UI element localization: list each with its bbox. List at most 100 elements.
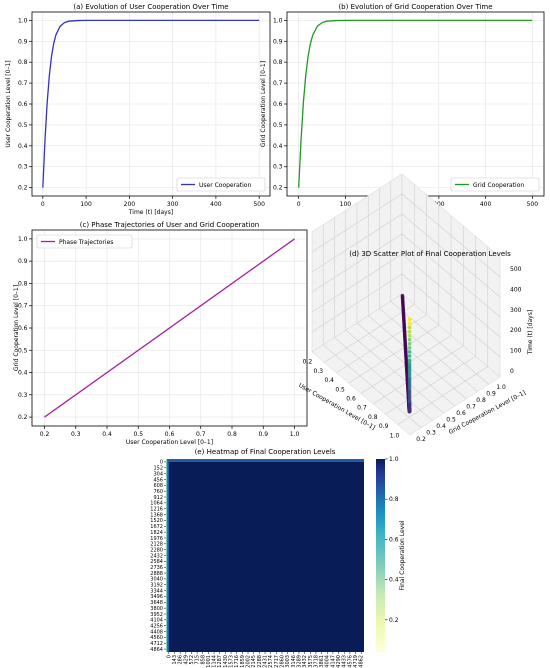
- row-tick-label: 4104: [150, 618, 163, 624]
- row-tick-label: 3040: [150, 577, 163, 583]
- wall-grid: [401, 273, 501, 358]
- y-tick-label: 0.8: [18, 280, 28, 287]
- chart-heatmap: (e) Heatmap of Final Cooperation Levels 0…: [150, 448, 406, 668]
- col-tick-label: 3575: [308, 655, 314, 668]
- col-tick-label: 1287: [217, 655, 223, 668]
- row-tick-label: 1216: [150, 507, 163, 513]
- x-tick-label: 0.3: [314, 368, 324, 375]
- legend-box: [450, 177, 540, 192]
- col-tick-label: 4004: [325, 655, 331, 668]
- x-tick-label: 0.5: [335, 386, 345, 393]
- col-tick-label: 429: [183, 655, 189, 665]
- y-tick-label: 0.6: [18, 325, 28, 332]
- scatter-point: [407, 317, 412, 322]
- y-tick-label: 0.5: [446, 416, 456, 423]
- row-tick-label: 3496: [150, 594, 163, 600]
- x-tick-label: 0.9: [379, 423, 389, 430]
- col-tick-label: 572: [189, 655, 195, 665]
- colorbar-tick-label: 0.2: [389, 617, 399, 624]
- row-tick-label: 2888: [150, 571, 163, 577]
- floor-grid: [379, 308, 478, 392]
- y-tick-label: 0.8: [18, 59, 28, 66]
- y-tick-label: 0.3: [273, 164, 283, 171]
- row-tick-label: 1520: [150, 518, 163, 524]
- x-tick-label: 0.6: [165, 431, 175, 438]
- row-tick-label: 2736: [150, 565, 163, 571]
- colorbar: [376, 459, 385, 652]
- row-tick-label: 912: [153, 495, 163, 501]
- colorbar-tick-label: 0.4: [389, 577, 399, 584]
- heatmap-edge-col: [166, 459, 169, 652]
- wall-grid: [311, 253, 403, 313]
- wall-grid: [401, 193, 501, 278]
- y-tick-label: 0.3: [18, 164, 28, 171]
- z-tick-label: 400: [510, 287, 522, 294]
- x-tick-label: 0.8: [368, 414, 378, 421]
- chart-phase-trajectories: 0.2 0.3 0.4 0.5 0.6 0.7 0.8 0.9 1.0 0.2 0.3 0.4 0.5 0…: [13, 221, 308, 446]
- legend-label: Grid Cooperation: [473, 182, 524, 189]
- y-tick-label: 0.7: [273, 80, 283, 87]
- col-tick-label: 2145: [251, 655, 257, 668]
- col-tick-label: 4147: [330, 655, 336, 668]
- col-tick-label: 0: [166, 655, 172, 658]
- row-tick-label: 3648: [150, 600, 163, 606]
- row-tick-label: 608: [153, 483, 163, 489]
- x-tick-label: 0: [297, 201, 301, 208]
- x-tick-label: 0.8: [227, 431, 237, 438]
- wall-grid: [311, 213, 403, 273]
- floor-grid: [397, 366, 488, 425]
- legend-box: [176, 177, 266, 192]
- row-tick-label: 3952: [150, 612, 163, 618]
- legend: Grid Cooperation: [450, 177, 540, 192]
- x-tick-label: 0.9: [258, 431, 268, 438]
- col-tick-label: 3432: [302, 655, 308, 668]
- col-tick-label: 4719: [353, 655, 359, 668]
- y-tick-label: 0.5: [18, 347, 28, 354]
- y-tick-label: 0.8: [273, 59, 283, 66]
- col-tick-label: 1001: [206, 655, 212, 668]
- col-tick-label: 3861: [319, 655, 325, 668]
- heatmap-edge-col-inner: [166, 459, 168, 652]
- row-tick-label: 2584: [150, 559, 163, 565]
- col-tick-label: 858: [200, 655, 206, 665]
- row-tick-label: 3192: [150, 583, 163, 589]
- legend-box: [36, 234, 133, 249]
- colorbar-tick-label: 0.8: [389, 496, 399, 503]
- col-tick-label: 4433: [342, 655, 348, 668]
- z-tick-label: 500: [510, 266, 522, 273]
- scatter-point: [407, 358, 412, 362]
- col-tick-label: 1144: [212, 655, 218, 668]
- legend-label: User Cooperation: [199, 182, 251, 189]
- chart-title: (c) Phase Trajectories of User and Grid …: [80, 221, 259, 229]
- row-tick-label: 1976: [150, 536, 163, 542]
- wall-grid: [311, 193, 403, 253]
- legend-label: Phase Trajectories: [59, 239, 113, 246]
- chart-title: (b) Evolution of Grid Cooperation Over T…: [338, 3, 492, 11]
- x-tick-label: 500: [527, 201, 539, 208]
- row-tick-label: 1824: [150, 530, 163, 536]
- col-tick-label: 3003: [285, 655, 291, 668]
- floor-grid: [390, 301, 489, 385]
- series-line: [298, 19, 533, 188]
- z-tick-label: 0: [510, 368, 514, 375]
- wall-grid: [401, 253, 501, 338]
- y-tick-label: 0.4: [273, 143, 283, 150]
- colorbar-label: Final Cooperation Level: [399, 520, 406, 590]
- y-axis-label: Grid Cooperation Level [0–1]: [13, 285, 20, 371]
- x-tick-label: 300: [167, 201, 179, 208]
- y-tick-label: 0.2: [18, 414, 28, 421]
- floor-grid: [373, 345, 464, 405]
- x-tick-label: 0.6: [346, 396, 356, 403]
- y-tick-label: 0.7: [18, 80, 28, 87]
- y-tick-label: 0.4: [18, 370, 28, 377]
- x-tick-label: 0.7: [357, 405, 367, 412]
- chart-user-cooperation: 0 100 200 300 400 500 0.2 0.3 0.4 0.5 0.6 0.7 0.8 0.9…: [5, 3, 271, 216]
- row-tick-label: 4408: [150, 629, 163, 635]
- col-tick-label: 1859: [240, 655, 246, 668]
- y-tick-label: 0.2: [416, 436, 426, 443]
- row-tick-label: 4712: [150, 641, 163, 647]
- x-tick-label: 400: [210, 201, 222, 208]
- row-tick-label: 4864: [150, 647, 163, 653]
- col-tick-label: 4290: [336, 655, 342, 668]
- y-tick-label: 0.9: [18, 38, 28, 45]
